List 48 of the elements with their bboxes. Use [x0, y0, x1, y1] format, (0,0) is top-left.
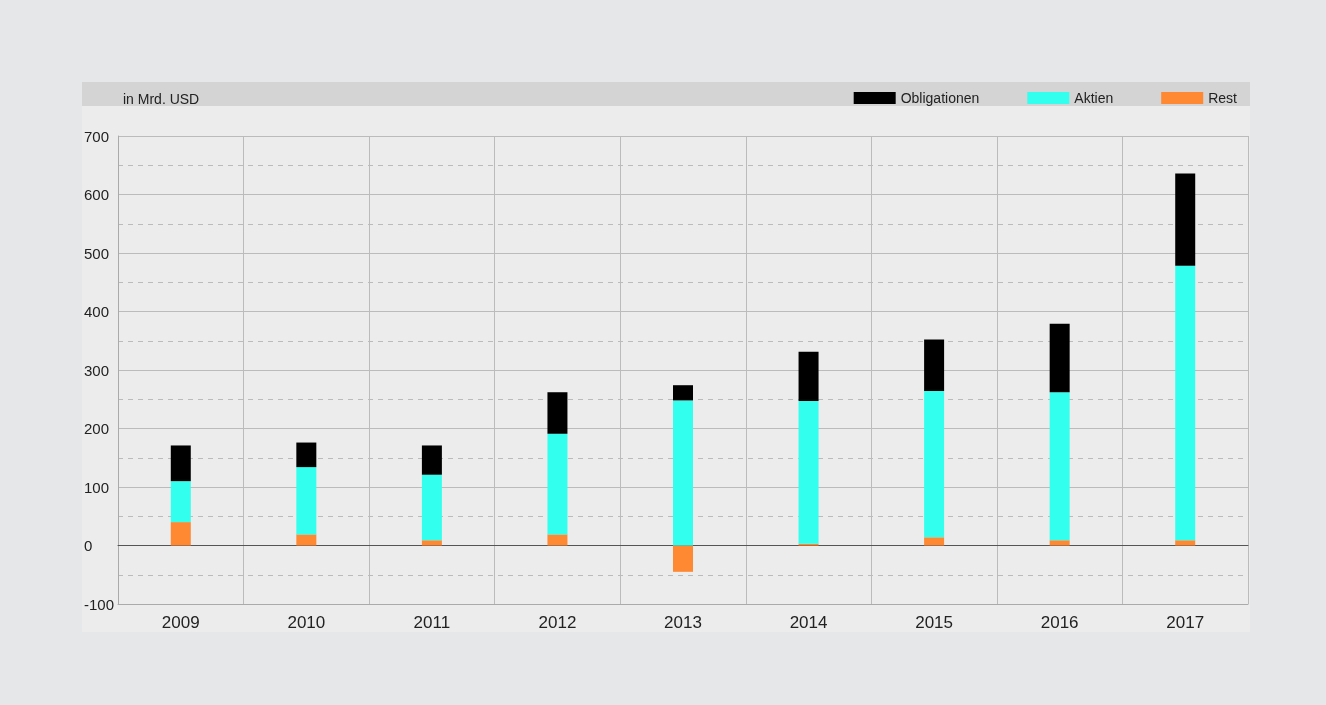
y-tick-label: -100 — [84, 595, 115, 613]
x-tick-label: 2009 — [161, 613, 200, 632]
bar — [170, 481, 191, 523]
bar — [673, 400, 693, 546]
y-tick-label: 300 — [84, 361, 110, 379]
y-tick-label: 400 — [84, 303, 110, 320]
x-tick-label: 2014 — [789, 613, 828, 632]
y-tick-label: 100 — [84, 478, 110, 496]
bar — [170, 522, 191, 546]
y-tick-label: 200 — [84, 420, 110, 437]
bar — [1049, 323, 1070, 393]
bar — [798, 351, 819, 402]
bar — [798, 401, 819, 544]
x-tick-label: 2017 — [1166, 613, 1205, 632]
bar — [547, 433, 568, 535]
bar — [1175, 540, 1196, 546]
x-tick-label: 2013 — [664, 613, 702, 632]
bar — [924, 537, 945, 546]
bar — [296, 534, 317, 546]
bar — [421, 540, 442, 546]
bar — [421, 445, 442, 475]
x-tick-label: 2012 — [538, 613, 577, 632]
bar — [673, 545, 693, 572]
x-tick-label: 2016 — [1040, 613, 1079, 632]
x-tick-label: 2011 — [413, 613, 451, 632]
legend-label: Aktien — [1074, 90, 1114, 106]
y-axis-title: in Mrd. USD — [123, 91, 200, 107]
legend-label: Rest — [1208, 90, 1238, 106]
x-tick-label: 2010 — [287, 613, 326, 632]
bar — [924, 391, 945, 538]
bar — [1175, 265, 1196, 541]
bar — [1175, 173, 1196, 266]
bar — [924, 339, 945, 392]
bar — [547, 534, 568, 546]
bar — [421, 474, 442, 541]
bar — [547, 392, 568, 434]
x-tick-label: 2015 — [915, 613, 954, 632]
y-tick-label: 700 — [84, 127, 110, 145]
bar — [296, 442, 317, 468]
bar — [1049, 540, 1070, 546]
bar — [1049, 392, 1070, 541]
bar — [296, 467, 317, 535]
bar — [673, 385, 693, 401]
legend-label: Obligationen — [900, 90, 980, 106]
y-tick-label: 0 — [84, 537, 93, 554]
bar — [170, 445, 191, 482]
y-tick-label: 600 — [84, 186, 110, 203]
y-tick-label: 500 — [84, 244, 110, 262]
